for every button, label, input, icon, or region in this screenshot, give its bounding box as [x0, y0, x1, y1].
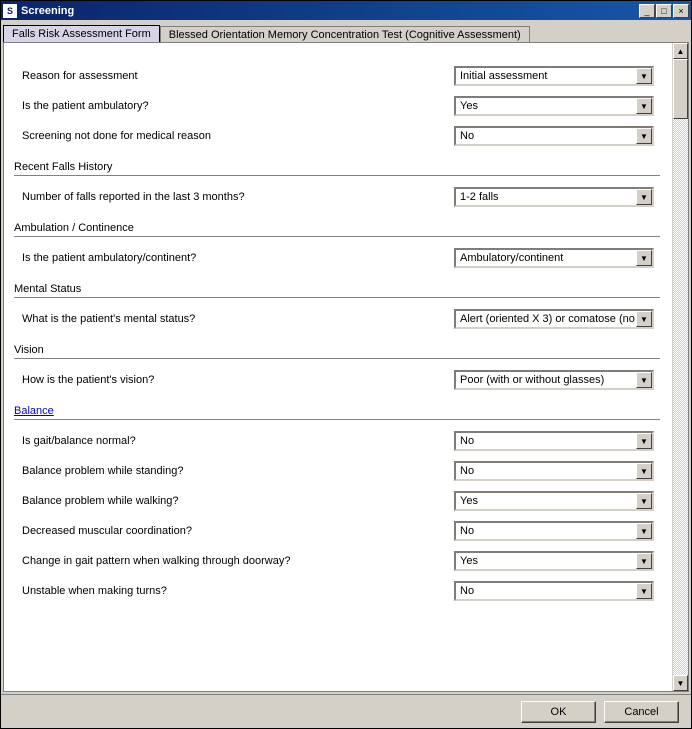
select-muscular-coordination[interactable]: No ▼: [454, 521, 654, 541]
select-value: 1-2 falls: [456, 191, 636, 203]
row-mental-status: What is the patient's mental status? Ale…: [22, 304, 660, 334]
row-screening-not-done: Screening not done for medical reason No…: [22, 121, 660, 151]
select-balance-walking[interactable]: Yes ▼: [454, 491, 654, 511]
form-body: Reason for assessment Initial assessment…: [4, 43, 672, 691]
select-patient-ambulatory[interactable]: Yes ▼: [454, 96, 654, 116]
section-mental-status: Mental Status: [14, 283, 660, 298]
window-controls: _ □ ×: [638, 4, 689, 18]
row-patient-ambulatory: Is the patient ambulatory? Yes ▼: [22, 91, 660, 121]
row-balance-walking: Balance problem while walking? Yes ▼: [22, 486, 660, 516]
select-value: Alert (oriented X 3) or comatose (no vol…: [456, 313, 636, 325]
row-balance-standing: Balance problem while standing? No ▼: [22, 456, 660, 486]
label-vision: How is the patient's vision?: [22, 374, 454, 386]
select-number-falls[interactable]: 1-2 falls ▼: [454, 187, 654, 207]
chevron-down-icon: ▼: [636, 98, 652, 114]
section-ambulation-continence: Ambulation / Continence: [14, 222, 660, 237]
row-gait-doorway: Change in gait pattern when walking thro…: [22, 546, 660, 576]
minimize-button[interactable]: _: [639, 4, 655, 18]
label-gait-doorway: Change in gait pattern when walking thro…: [22, 555, 454, 567]
ok-button[interactable]: OK: [521, 701, 596, 723]
select-vision[interactable]: Poor (with or without glasses) ▼: [454, 370, 654, 390]
label-balance-standing: Balance problem while standing?: [22, 465, 454, 477]
label-patient-ambulatory: Is the patient ambulatory?: [22, 100, 454, 112]
cancel-button[interactable]: Cancel: [604, 701, 679, 723]
select-value: Yes: [456, 100, 636, 112]
dialog-footer: OK Cancel: [1, 694, 691, 728]
scroll-thumb[interactable]: [673, 59, 688, 119]
select-gait-doorway[interactable]: Yes ▼: [454, 551, 654, 571]
label-mental-status: What is the patient's mental status?: [22, 313, 454, 325]
chevron-down-icon: ▼: [636, 311, 652, 327]
row-unstable-turns: Unstable when making turns? No ▼: [22, 576, 660, 606]
chevron-down-icon: ▼: [636, 433, 652, 449]
select-value: Yes: [456, 495, 636, 507]
close-button[interactable]: ×: [673, 4, 689, 18]
scroll-down-button[interactable]: ▼: [673, 675, 688, 691]
select-value: Initial assessment: [456, 70, 636, 82]
chevron-down-icon: ▼: [636, 463, 652, 479]
screening-window: S Screening _ □ × Falls Risk Assessment …: [0, 0, 692, 729]
scroll-up-button[interactable]: ▲: [673, 43, 688, 59]
content-area: Reason for assessment Initial assessment…: [3, 42, 689, 692]
select-unstable-turns[interactable]: No ▼: [454, 581, 654, 601]
chevron-down-icon: ▼: [636, 372, 652, 388]
select-value: No: [456, 465, 636, 477]
chevron-down-icon: ▼: [636, 583, 652, 599]
chevron-down-icon: ▼: [636, 128, 652, 144]
tab-strip: Falls Risk Assessment Form Blessed Orien…: [1, 20, 691, 42]
tab-blessed-cognitive[interactable]: Blessed Orientation Memory Concentration…: [160, 26, 530, 43]
select-mental-status[interactable]: Alert (oriented X 3) or comatose (no vol…: [454, 309, 654, 329]
label-gait-balance-normal: Is gait/balance normal?: [22, 435, 454, 447]
tab-falls-risk[interactable]: Falls Risk Assessment Form: [3, 25, 160, 42]
chevron-down-icon: ▼: [636, 68, 652, 84]
select-value: No: [456, 525, 636, 537]
row-number-falls: Number of falls reported in the last 3 m…: [22, 182, 660, 212]
label-number-falls: Number of falls reported in the last 3 m…: [22, 191, 454, 203]
select-value: No: [456, 130, 636, 142]
titlebar[interactable]: S Screening _ □ ×: [1, 1, 691, 20]
row-vision: How is the patient's vision? Poor (with …: [22, 365, 660, 395]
app-icon: S: [3, 4, 17, 18]
row-muscular-coordination: Decreased muscular coordination? No ▼: [22, 516, 660, 546]
chevron-down-icon: ▼: [636, 250, 652, 266]
chevron-down-icon: ▼: [636, 493, 652, 509]
label-balance-walking: Balance problem while walking?: [22, 495, 454, 507]
select-value: Yes: [456, 555, 636, 567]
select-ambulatory-continent[interactable]: Ambulatory/continent ▼: [454, 248, 654, 268]
select-value: Poor (with or without glasses): [456, 374, 636, 386]
section-recent-falls-history: Recent Falls History: [14, 161, 660, 176]
label-unstable-turns: Unstable when making turns?: [22, 585, 454, 597]
label-muscular-coordination: Decreased muscular coordination?: [22, 525, 454, 537]
maximize-button[interactable]: □: [656, 4, 672, 18]
section-vision: Vision: [14, 344, 660, 359]
select-value: No: [456, 585, 636, 597]
label-ambulatory-continent: Is the patient ambulatory/continent?: [22, 252, 454, 264]
select-reason-for-assessment[interactable]: Initial assessment ▼: [454, 66, 654, 86]
select-screening-not-done[interactable]: No ▼: [454, 126, 654, 146]
chevron-down-icon: ▼: [636, 523, 652, 539]
section-balance-link[interactable]: Balance: [14, 405, 660, 420]
select-value: Ambulatory/continent: [456, 252, 636, 264]
vertical-scrollbar[interactable]: ▲ ▼: [672, 43, 688, 691]
row-ambulatory-continent: Is the patient ambulatory/continent? Amb…: [22, 243, 660, 273]
chevron-down-icon: ▼: [636, 189, 652, 205]
window-title: Screening: [21, 5, 638, 17]
select-balance-standing[interactable]: No ▼: [454, 461, 654, 481]
row-reason-for-assessment: Reason for assessment Initial assessment…: [22, 61, 660, 91]
scroll-track[interactable]: [673, 59, 688, 675]
chevron-down-icon: ▼: [636, 553, 652, 569]
label-screening-not-done: Screening not done for medical reason: [22, 130, 454, 142]
label-reason-for-assessment: Reason for assessment: [22, 70, 454, 82]
row-gait-balance-normal: Is gait/balance normal? No ▼: [22, 426, 660, 456]
select-value: No: [456, 435, 636, 447]
select-gait-balance-normal[interactable]: No ▼: [454, 431, 654, 451]
